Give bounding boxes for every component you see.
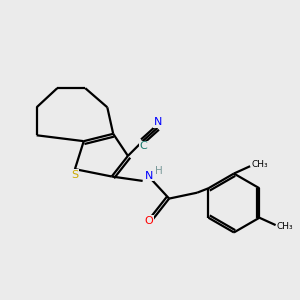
Text: CH₃: CH₃	[277, 222, 293, 231]
Text: O: O	[144, 216, 153, 226]
Text: C: C	[140, 142, 147, 152]
Text: S: S	[71, 170, 78, 180]
Text: H: H	[155, 166, 163, 176]
Text: N: N	[154, 117, 162, 127]
Text: N: N	[145, 171, 153, 181]
Text: CH₃: CH₃	[251, 160, 268, 169]
